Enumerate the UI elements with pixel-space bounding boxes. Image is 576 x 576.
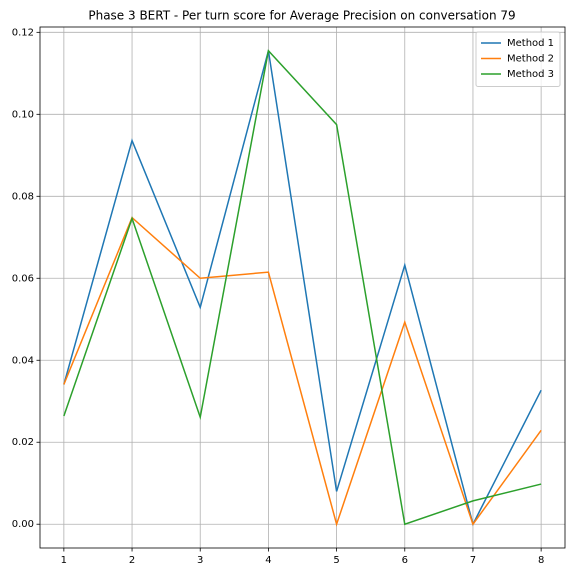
data-line <box>63 50 542 527</box>
plot-frame <box>39 26 566 549</box>
x-tick-label: 4 <box>265 555 271 566</box>
y-tick-label: 0.12 <box>12 27 34 38</box>
x-tick-label: 3 <box>197 555 203 566</box>
legend-label: Method 2 <box>507 54 554 65</box>
x-tick-label: 2 <box>129 555 135 566</box>
x-tick-label: 7 <box>470 555 476 566</box>
chart-title: Phase 3 BERT - Per turn score for Averag… <box>88 9 515 23</box>
y-tick-label: 0.02 <box>12 437 34 448</box>
legend-label: Method 3 <box>507 69 554 80</box>
y-tick-label: 0.04 <box>12 355 34 366</box>
x-tick-label: 8 <box>538 555 544 566</box>
data-line <box>63 49 542 526</box>
data-line <box>63 216 542 527</box>
legend-label: Method 1 <box>507 38 554 49</box>
y-tick-label: 0.08 <box>12 191 34 202</box>
x-tick-label: 6 <box>402 555 408 566</box>
legend-box <box>475 31 561 87</box>
x-tick-label: 1 <box>61 555 67 566</box>
y-tick-label: 0.06 <box>12 273 34 284</box>
y-tick-label: 0.00 <box>12 519 34 530</box>
x-tick-label: 5 <box>333 555 339 566</box>
y-tick-label: 0.10 <box>12 109 34 120</box>
